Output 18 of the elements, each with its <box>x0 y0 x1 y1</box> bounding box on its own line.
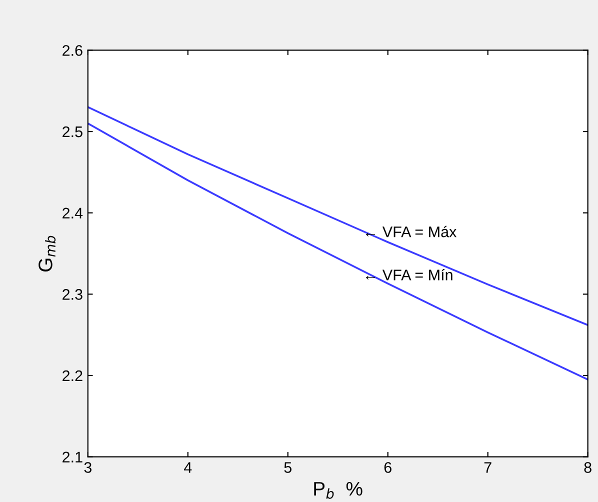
y-tick-label: 2.3 <box>62 289 82 300</box>
line-series <box>88 106 588 326</box>
x-tick-label: 8 <box>584 462 592 473</box>
x-tick-label: 7 <box>484 462 492 473</box>
annotation: ← VFA = Máx <box>366 226 457 238</box>
x-tick-label: 3 <box>84 462 92 473</box>
x-tick-label: 4 <box>184 462 192 473</box>
line-series <box>88 122 588 380</box>
y-tick-label: 2.1 <box>62 452 82 462</box>
y-axis-title: G$_{mb}$ <box>38 236 56 272</box>
y-tick-label: 2.6 <box>62 45 82 56</box>
x-axis-title: P$_{b}$ % <box>314 482 362 499</box>
y-tick-label: 2.4 <box>62 208 83 218</box>
y-tick-label: 2.5 <box>62 126 82 138</box>
x-tick-label: 5 <box>284 462 292 473</box>
y-tick-label: 2.2 <box>62 370 82 382</box>
annotation: ← VFA = Mín <box>366 268 452 280</box>
x-tick-label: 6 <box>384 462 392 473</box>
